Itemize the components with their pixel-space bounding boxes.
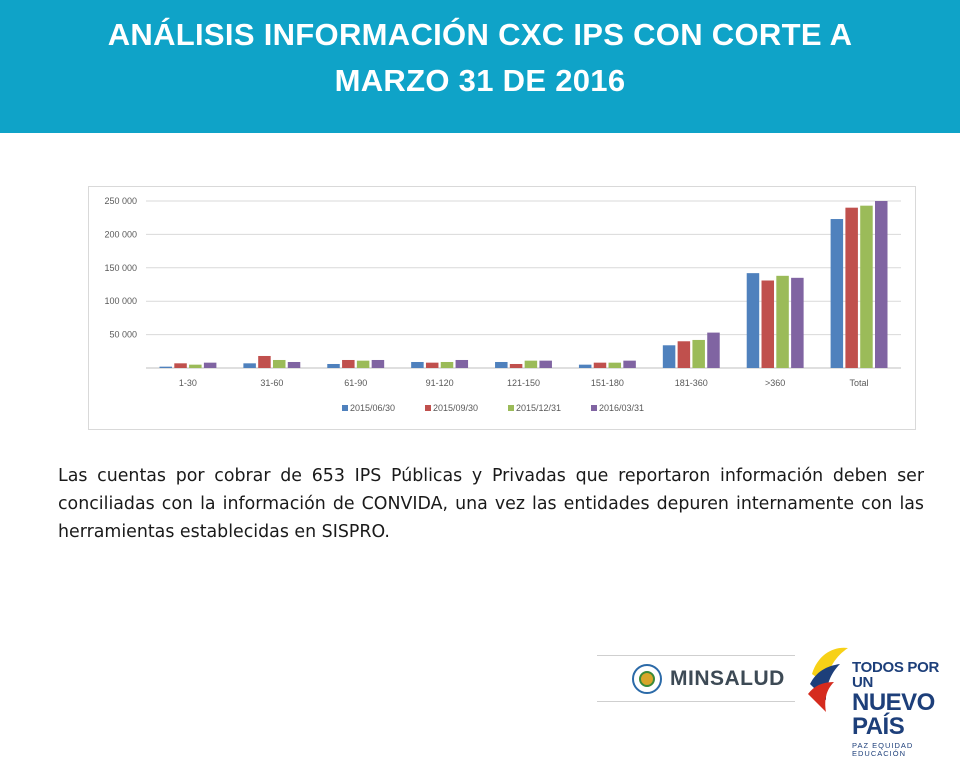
minsalud-logo: MINSALUD [632, 662, 785, 696]
bar [761, 280, 775, 368]
footer-divider-top [597, 655, 795, 656]
y-tick-label: 250 000 [104, 196, 137, 206]
bar [776, 275, 789, 368]
bar [440, 361, 454, 368]
x-tick-label: 151-180 [591, 378, 624, 388]
legend-swatch [342, 405, 348, 411]
body-paragraph: Las cuentas por cobrar de 653 IPS Públic… [58, 466, 924, 542]
legend-entry: 2015/09/30 [433, 403, 478, 413]
legend-entry: 2015/12/31 [516, 403, 561, 413]
coat-of-arms-icon [632, 664, 662, 694]
y-tick-label: 150 000 [104, 263, 137, 273]
todos-por-un-nuevo-pais-logo: TODOS POR UN NUEVO PAÍS PAZ EQUIDAD EDUC… [852, 660, 960, 757]
chart-container: 50 000 100 000 150 000 200 000 250 000 1-30 31… [88, 186, 916, 430]
bar [662, 345, 676, 368]
x-tick-label: 1-30 [179, 378, 197, 388]
bar [342, 359, 355, 368]
pais-logo-line-3: PAZ EQUIDAD EDUCACIÓN [852, 741, 914, 758]
bar [272, 359, 286, 368]
bar [539, 360, 552, 368]
bar [860, 205, 873, 368]
bar [203, 362, 217, 368]
legend-entry: 2015/06/30 [350, 403, 395, 413]
bar [509, 363, 523, 368]
bar [524, 360, 538, 368]
bar [623, 360, 636, 368]
x-tick-label: 121-150 [507, 378, 540, 388]
pais-logo-line-2: NUEVO PAÍS [852, 689, 935, 740]
bar [746, 273, 760, 368]
x-tick-label: >360 [765, 378, 785, 388]
bar [243, 363, 256, 368]
y-tick-label: 50 000 [109, 330, 137, 340]
bar [258, 355, 271, 368]
legend-entry: 2016/03/31 [599, 403, 644, 413]
y-tick-label: 200 000 [104, 229, 137, 239]
legend-swatch [425, 405, 431, 411]
legend-swatch [508, 405, 514, 411]
bar [495, 361, 508, 368]
bar [578, 364, 592, 368]
x-tick-label: 61-90 [344, 378, 367, 388]
bar [287, 361, 301, 368]
x-tick-label: 181-360 [675, 378, 708, 388]
minsalud-label: MINSALUD [670, 667, 785, 690]
page-title-line-1: ANÁLISIS INFORMACIÓN CXC IPS CON CORTE A [107, 17, 853, 52]
bar [677, 341, 691, 368]
footer-divider-bottom [597, 701, 795, 702]
page-title-line-2: MARZO 31 DE 2016 [334, 63, 626, 98]
y-tick-label: 100 000 [104, 296, 137, 306]
bar [791, 277, 804, 368]
bar-chart: 50 000 100 000 150 000 200 000 250 000 1-30 31… [104, 196, 901, 413]
x-tick-label: 31-60 [260, 378, 283, 388]
title-banner: ANÁLISIS INFORMACIÓN CXC IPS CON CORTE A… [0, 0, 960, 133]
bar [707, 332, 720, 368]
bar [174, 363, 187, 368]
bar [593, 362, 607, 368]
bar [411, 361, 424, 368]
pais-logo-line-1: TODOS POR UN [852, 659, 940, 691]
bar [327, 363, 340, 368]
bar [371, 359, 385, 368]
bar [845, 207, 858, 368]
bar [692, 339, 705, 368]
bar [455, 359, 469, 368]
x-tick-label: Total [850, 378, 869, 388]
bar [159, 366, 172, 368]
legend-swatch [591, 405, 597, 411]
bar [875, 201, 888, 368]
page-title: ANÁLISIS INFORMACIÓN CXC IPS CON CORTE A… [20, 12, 940, 104]
x-tick-label: 91-120 [426, 378, 454, 388]
bar [189, 364, 202, 368]
bar [356, 360, 370, 368]
bar [425, 362, 439, 368]
flag-swoosh-icon [808, 647, 848, 712]
bar [830, 219, 844, 368]
bar [608, 362, 622, 368]
